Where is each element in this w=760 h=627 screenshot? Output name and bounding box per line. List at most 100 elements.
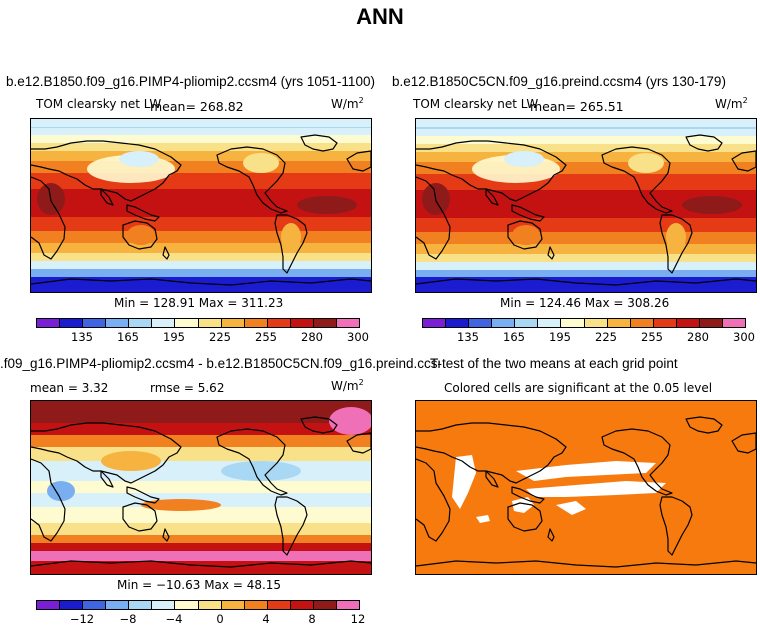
diff-minmax-label: Min = −10.63 Max = 48.15 xyxy=(117,578,282,592)
colorbar-swatch xyxy=(561,319,585,327)
latitude-band xyxy=(31,231,371,244)
diff-colorbar xyxy=(36,600,360,610)
coastline xyxy=(659,214,693,274)
coastline xyxy=(416,176,451,260)
colorbar-swatch xyxy=(607,319,631,327)
ttest-title: T-test of the two means at each grid poi… xyxy=(430,356,678,371)
colorbar-tick-label: 135 xyxy=(71,330,93,344)
coastline xyxy=(122,220,158,250)
na-cool-region xyxy=(628,153,664,173)
latitude-band xyxy=(31,135,371,144)
latitude-band xyxy=(416,129,756,137)
coastline xyxy=(731,432,756,454)
colorbar-swatch xyxy=(221,601,245,609)
coastline xyxy=(100,188,114,206)
ttest-map xyxy=(415,400,757,575)
latitude-band xyxy=(31,261,371,270)
coastline xyxy=(31,422,182,484)
insignificant-region xyxy=(452,455,476,509)
colorbar-swatch xyxy=(129,601,153,609)
coastline xyxy=(601,146,673,214)
colorbar-tick-label: 280 xyxy=(687,330,709,344)
test-minmax-label: Min = 128.91 Max = 311.23 xyxy=(114,296,284,310)
colorbar-tick-label: 300 xyxy=(347,330,369,344)
colorbar-tick-label: 255 xyxy=(255,330,277,344)
colorbar-tick-label: 225 xyxy=(595,330,617,344)
insignificant-region xyxy=(476,515,490,523)
latitude-band xyxy=(31,151,371,162)
colorbar-swatch xyxy=(106,601,130,609)
test-mean-label: mean= 268.82 xyxy=(150,99,244,114)
coastline xyxy=(122,502,158,532)
atlantic-hot-region xyxy=(297,196,357,214)
coastline xyxy=(162,528,170,542)
diff-band xyxy=(31,481,371,493)
coastline xyxy=(416,458,451,542)
colorbar-swatch xyxy=(699,319,724,327)
diff-arctic-max xyxy=(329,407,371,435)
colorbar-swatch xyxy=(723,319,746,327)
colorbar-swatch xyxy=(37,319,61,327)
coastline xyxy=(507,502,543,532)
coastline xyxy=(216,146,288,214)
diff-asia-warm xyxy=(101,451,161,471)
colorbar-swatch xyxy=(60,601,84,609)
colorbar-tick-label: 165 xyxy=(117,330,139,344)
coastline xyxy=(685,134,723,152)
colorbar-swatch xyxy=(244,601,268,609)
colorbar-swatch xyxy=(198,601,222,609)
colorbar-tick-label: 4 xyxy=(262,612,270,626)
coastline xyxy=(511,486,545,504)
diff-band xyxy=(31,447,371,461)
sa-region xyxy=(281,223,301,251)
colorbar-tick-label: 165 xyxy=(503,330,525,344)
diff-band xyxy=(31,507,371,523)
colorbar-swatch xyxy=(653,319,677,327)
coastline xyxy=(31,458,66,542)
insignificant-region xyxy=(556,501,586,515)
coastline xyxy=(274,214,308,274)
colorbar-swatch xyxy=(538,319,562,327)
atlantic-hot-region xyxy=(682,196,742,214)
arctic-band xyxy=(31,119,371,127)
test-case-title: b.e12.B1850.f09_g16.PIMP4-pliomip2.ccsm4… xyxy=(6,74,375,89)
test-colorbar xyxy=(36,318,360,328)
colorbar-tick-label: 300 xyxy=(733,330,755,344)
tibet-cold-region xyxy=(119,151,159,167)
australia-region xyxy=(512,225,540,245)
coastline xyxy=(126,204,160,222)
colorbar-swatch xyxy=(290,601,314,609)
latitude-band xyxy=(416,254,756,263)
colorbar-tick-label: 8 xyxy=(308,612,316,626)
latitude-band xyxy=(31,173,371,190)
sa-region xyxy=(666,223,686,251)
diff-band xyxy=(31,561,371,574)
coastline xyxy=(485,470,499,488)
coastline xyxy=(31,140,182,202)
test-variable-label: TOM clearsky net LW xyxy=(36,97,162,111)
na-cool-region xyxy=(243,153,279,173)
coastline xyxy=(601,428,673,496)
colorbar-tick-label: 12 xyxy=(350,612,366,626)
colorbar-tick-label: 280 xyxy=(301,330,323,344)
colorbar-tick-label: 255 xyxy=(641,330,663,344)
diff-units-label: W/m2 xyxy=(331,378,364,393)
diff-case-title: .f09_g16.PIMP4-pliomip2.ccsm4 - b.e12.B1… xyxy=(0,356,440,371)
colorbar-swatch xyxy=(290,319,314,327)
control-variable-label: TOM clearsky net LW xyxy=(413,97,539,111)
control-units-label: W/m2 xyxy=(715,96,748,111)
colorbar-swatch xyxy=(37,601,61,609)
coastline xyxy=(547,528,555,542)
control-mean-label: mean= 265.51 xyxy=(530,99,624,114)
latitude-band xyxy=(416,262,756,271)
diff-band xyxy=(31,423,371,435)
latitude-band xyxy=(416,218,756,233)
colorbar-swatch xyxy=(83,601,107,609)
colorbar-tick-label: 0 xyxy=(216,612,224,626)
diff-southern-ocean xyxy=(31,551,371,557)
test-map xyxy=(30,118,372,293)
colorbar-swatch xyxy=(244,319,268,327)
coastline xyxy=(511,204,545,222)
insignificant-region xyxy=(526,481,666,497)
latitude-band xyxy=(31,269,371,278)
